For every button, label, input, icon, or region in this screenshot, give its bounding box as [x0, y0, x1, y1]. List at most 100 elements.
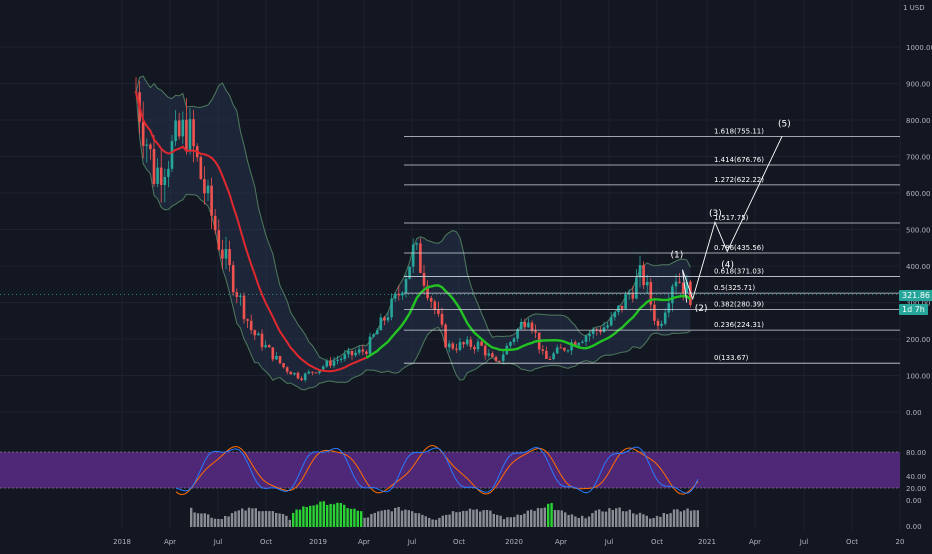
candle-body-30 — [242, 295, 246, 320]
candle-body-84 — [437, 309, 440, 314]
candle-body-26 — [228, 248, 231, 266]
candle-body-135 — [620, 305, 624, 309]
fibonacci-levels[interactable]: 1.618(755.11) 1.414(676.76) 1.272(622.22) 1… — [404, 127, 900, 364]
volume-bar-11 — [227, 516, 230, 527]
volume-bar-109 — [560, 510, 563, 527]
volume-bar-78 — [455, 512, 458, 527]
y-tick-7: 300.00 — [906, 300, 931, 308]
volume-bar-21 — [261, 511, 264, 527]
candle-body-5 — [152, 149, 156, 184]
candle-body-40 — [278, 355, 282, 364]
volume-bar-119 — [594, 510, 597, 527]
volume-bar-55 — [377, 511, 380, 527]
volume-bar-84 — [475, 509, 478, 527]
y-tick-6: 400.00 — [906, 263, 931, 271]
candle-body-78 — [415, 243, 419, 245]
volume-bar-58 — [387, 509, 390, 527]
volume-bar-99 — [526, 510, 529, 527]
volume-pane — [190, 501, 699, 527]
candle-body-2 — [141, 121, 145, 146]
volume-bar-115 — [581, 515, 584, 527]
candle-body-18 — [199, 157, 203, 179]
candle-body-70 — [386, 317, 390, 321]
volume-bar-120 — [598, 509, 601, 527]
volume-bar-40 — [326, 504, 329, 527]
volume-bar-118 — [591, 513, 594, 527]
candle-body-47 — [303, 373, 307, 381]
candle-body-12 — [177, 120, 181, 137]
volume-bar-13 — [234, 511, 237, 527]
volume-bar-42 — [332, 504, 336, 527]
candle-body-7 — [159, 167, 163, 185]
x-tick-7: Oct — [453, 538, 465, 546]
volume-bar-15 — [241, 508, 244, 527]
candle-body-119 — [563, 347, 566, 351]
volume-bar-128 — [625, 511, 628, 527]
volume-bar-51 — [363, 517, 366, 527]
candle-body-11 — [174, 120, 177, 142]
candle-body-147 — [663, 312, 667, 324]
candle-body-37 — [267, 345, 271, 348]
volume-bar-69 — [424, 516, 427, 527]
candle-body-19 — [203, 178, 206, 194]
candle-body-144 — [653, 304, 656, 321]
volume-bar-92 — [502, 519, 506, 527]
volume-bar-142 — [672, 509, 676, 527]
volume-bar-6 — [210, 517, 213, 527]
candle-body-49 — [311, 371, 314, 373]
volume-bar-56 — [380, 510, 383, 527]
candle-body-46 — [300, 378, 303, 381]
volume-bar-9 — [220, 518, 223, 527]
volume-bar-57 — [383, 509, 387, 527]
candle-body-131 — [606, 325, 609, 328]
volume-bar-77 — [451, 511, 455, 527]
wave-label-4: (5) — [778, 119, 791, 129]
volume-bar-30 — [292, 513, 295, 527]
candle-body-74 — [401, 292, 404, 296]
volume-bar-23 — [268, 511, 271, 527]
volume-bar-104 — [543, 507, 546, 527]
volume-bar-114 — [577, 517, 580, 527]
candle-body-25 — [224, 248, 228, 259]
stoch-d — [175, 445, 699, 496]
volume-bar-12 — [230, 513, 234, 527]
candle-body-64 — [365, 351, 368, 354]
volume-bar-31 — [295, 509, 298, 527]
candle-body-72 — [393, 293, 397, 299]
candle-body-125 — [584, 336, 588, 342]
countdown-tag: 1d 7h — [899, 304, 928, 315]
last-price-tag: 321.86 — [899, 290, 932, 301]
candle-body-4 — [149, 144, 152, 150]
candle-body-116 — [552, 353, 555, 360]
volume-bar-44 — [339, 502, 342, 527]
candle-body-86 — [444, 324, 447, 348]
candle-body-14 — [185, 119, 188, 150]
volume-bar-35 — [309, 505, 312, 527]
candle-body-111 — [534, 330, 537, 333]
volume-bar-47 — [349, 508, 353, 527]
volume-bar-66 — [414, 513, 417, 527]
x-tick-11: Oct — [651, 538, 663, 546]
volume-bar-24 — [271, 511, 274, 527]
volume-bar-129 — [628, 509, 631, 527]
candle-body-34 — [257, 333, 260, 336]
y-tick-2: 800.00 — [906, 117, 931, 125]
candle-body-62 — [357, 349, 361, 353]
volume-bar-137 — [655, 515, 659, 527]
stoch-tick-2: 20.00 — [906, 485, 926, 493]
volume-bar-70 — [428, 517, 431, 527]
stoch-k — [175, 446, 699, 494]
volume-bar-127 — [621, 511, 625, 527]
candle-body-91 — [462, 342, 465, 345]
elliott-waves[interactable]: (1) (2) (3) (4) (5) — [671, 119, 791, 313]
volume-bar-20 — [258, 511, 261, 527]
fib-label-8: 0.236(224.31) — [714, 321, 764, 329]
volume-bar-85 — [479, 511, 482, 527]
candle-body-24 — [221, 249, 224, 259]
fib-label-4: 0.786(435.56) — [714, 244, 764, 252]
volume-bar-102 — [536, 508, 540, 527]
volume-bar-87 — [485, 509, 489, 527]
volume-bar-112 — [570, 514, 574, 527]
